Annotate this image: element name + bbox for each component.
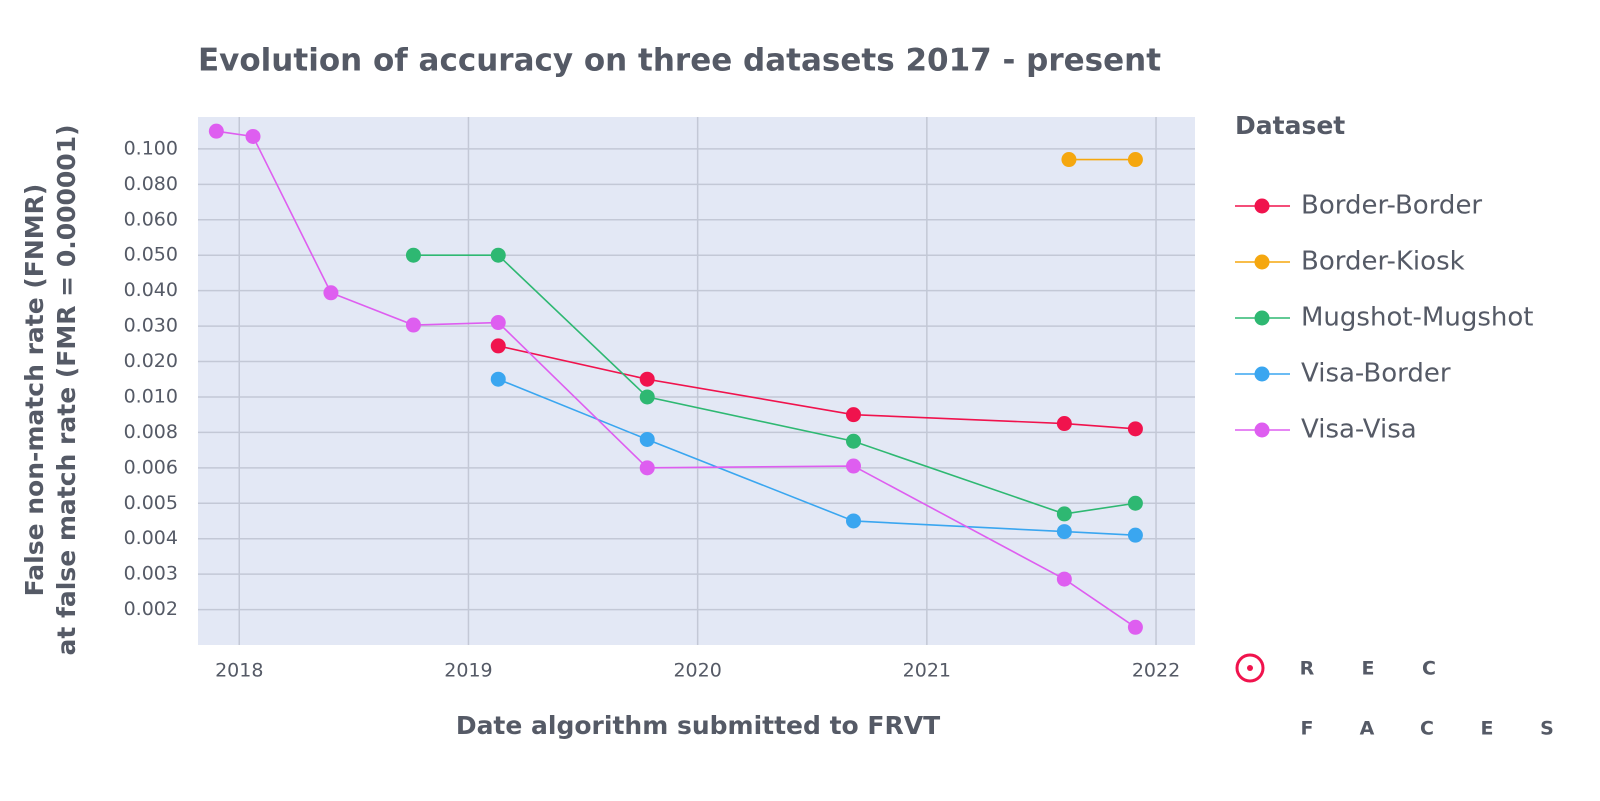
legend-label: Border-Kiosk xyxy=(1301,247,1465,277)
data-point xyxy=(639,389,655,405)
y-tick-label: 0.050 xyxy=(124,244,178,266)
y-tick-label: 0.030 xyxy=(124,315,178,337)
legend-marker xyxy=(1254,198,1270,214)
data-point xyxy=(405,317,421,333)
data-point xyxy=(490,338,506,354)
logo-letter: E xyxy=(1362,658,1375,680)
data-point xyxy=(405,247,421,263)
data-point xyxy=(1061,152,1077,168)
logo-letter: E xyxy=(1481,718,1494,740)
data-point xyxy=(490,371,506,387)
y-tick-label: 0.006 xyxy=(124,456,178,478)
logo-icon-dot xyxy=(1247,665,1253,671)
logo-letter: C xyxy=(1420,718,1434,740)
y-tick-label: 0.002 xyxy=(124,598,178,620)
data-point xyxy=(490,247,506,263)
logo-icon xyxy=(1235,653,1265,683)
x-tick-label: 2020 xyxy=(673,660,721,682)
data-point xyxy=(490,315,506,331)
y-tick-label: 0.100 xyxy=(124,137,178,159)
x-tick-label: 2022 xyxy=(1132,660,1180,682)
y-tick-label: 0.003 xyxy=(124,563,178,585)
logo-letter: R xyxy=(1300,658,1315,680)
logo-letter: C xyxy=(1422,658,1436,680)
y-tick-label: 0.080 xyxy=(124,173,178,195)
x-tick-label: 2018 xyxy=(215,660,263,682)
data-point xyxy=(1127,152,1143,168)
series-line xyxy=(413,254,1136,515)
y-tick-label: 0.060 xyxy=(124,208,178,230)
data-point xyxy=(1056,506,1072,522)
data-point xyxy=(1056,416,1072,432)
data-point xyxy=(1127,619,1143,635)
data-point xyxy=(639,431,655,447)
data-point xyxy=(1056,524,1072,540)
logo xyxy=(1235,653,1265,683)
y-axis-title-line: False non-match rate (FNMR) xyxy=(20,184,49,597)
data-point xyxy=(845,458,861,474)
y-tick-label: 0.004 xyxy=(124,527,178,549)
y-tick-label: 0.020 xyxy=(124,350,178,372)
data-point xyxy=(845,433,861,449)
data-point xyxy=(1056,571,1072,587)
y-tick-label: 0.010 xyxy=(124,385,178,407)
x-tick-label: 2019 xyxy=(444,660,492,682)
legend-marker xyxy=(1254,366,1270,382)
legend-marker xyxy=(1254,422,1270,438)
plot-area xyxy=(198,117,1195,645)
data-point xyxy=(1127,527,1143,543)
y-tick-label: 0.005 xyxy=(124,492,178,514)
legend-label: Visa-Border xyxy=(1301,359,1451,389)
data-point xyxy=(1127,421,1143,437)
legend-label: Mugshot-Mugshot xyxy=(1301,303,1533,333)
legend-title: Dataset xyxy=(1235,111,1345,140)
data-point xyxy=(639,371,655,387)
legend-label: Visa-Visa xyxy=(1301,415,1417,445)
logo-letter: S xyxy=(1540,718,1554,740)
logo-letter: A xyxy=(1360,718,1375,740)
data-point xyxy=(245,128,261,144)
data-point xyxy=(208,123,224,139)
y-tick-label: 0.008 xyxy=(124,421,178,443)
y-axis-title: False non-match rate (FNMR) at false mat… xyxy=(20,124,81,655)
x-axis-title: Date algorithm submitted to FRVT xyxy=(456,711,940,740)
data-point xyxy=(639,460,655,476)
logo-letter: F xyxy=(1301,718,1314,740)
x-tick-label: 2021 xyxy=(903,660,951,682)
data-point xyxy=(845,513,861,529)
y-tick-label: 0.040 xyxy=(124,279,178,301)
legend-marker xyxy=(1254,310,1270,326)
data-point xyxy=(1127,495,1143,511)
y-axis-title-line: at false match rate (FMR = 0.000001) xyxy=(52,124,81,655)
data-point xyxy=(845,407,861,423)
legend-marker xyxy=(1254,254,1270,270)
legend-label: Border-Border xyxy=(1301,191,1482,221)
chart-title: Evolution of accuracy on three datasets … xyxy=(198,43,1161,79)
data-point xyxy=(323,285,339,301)
